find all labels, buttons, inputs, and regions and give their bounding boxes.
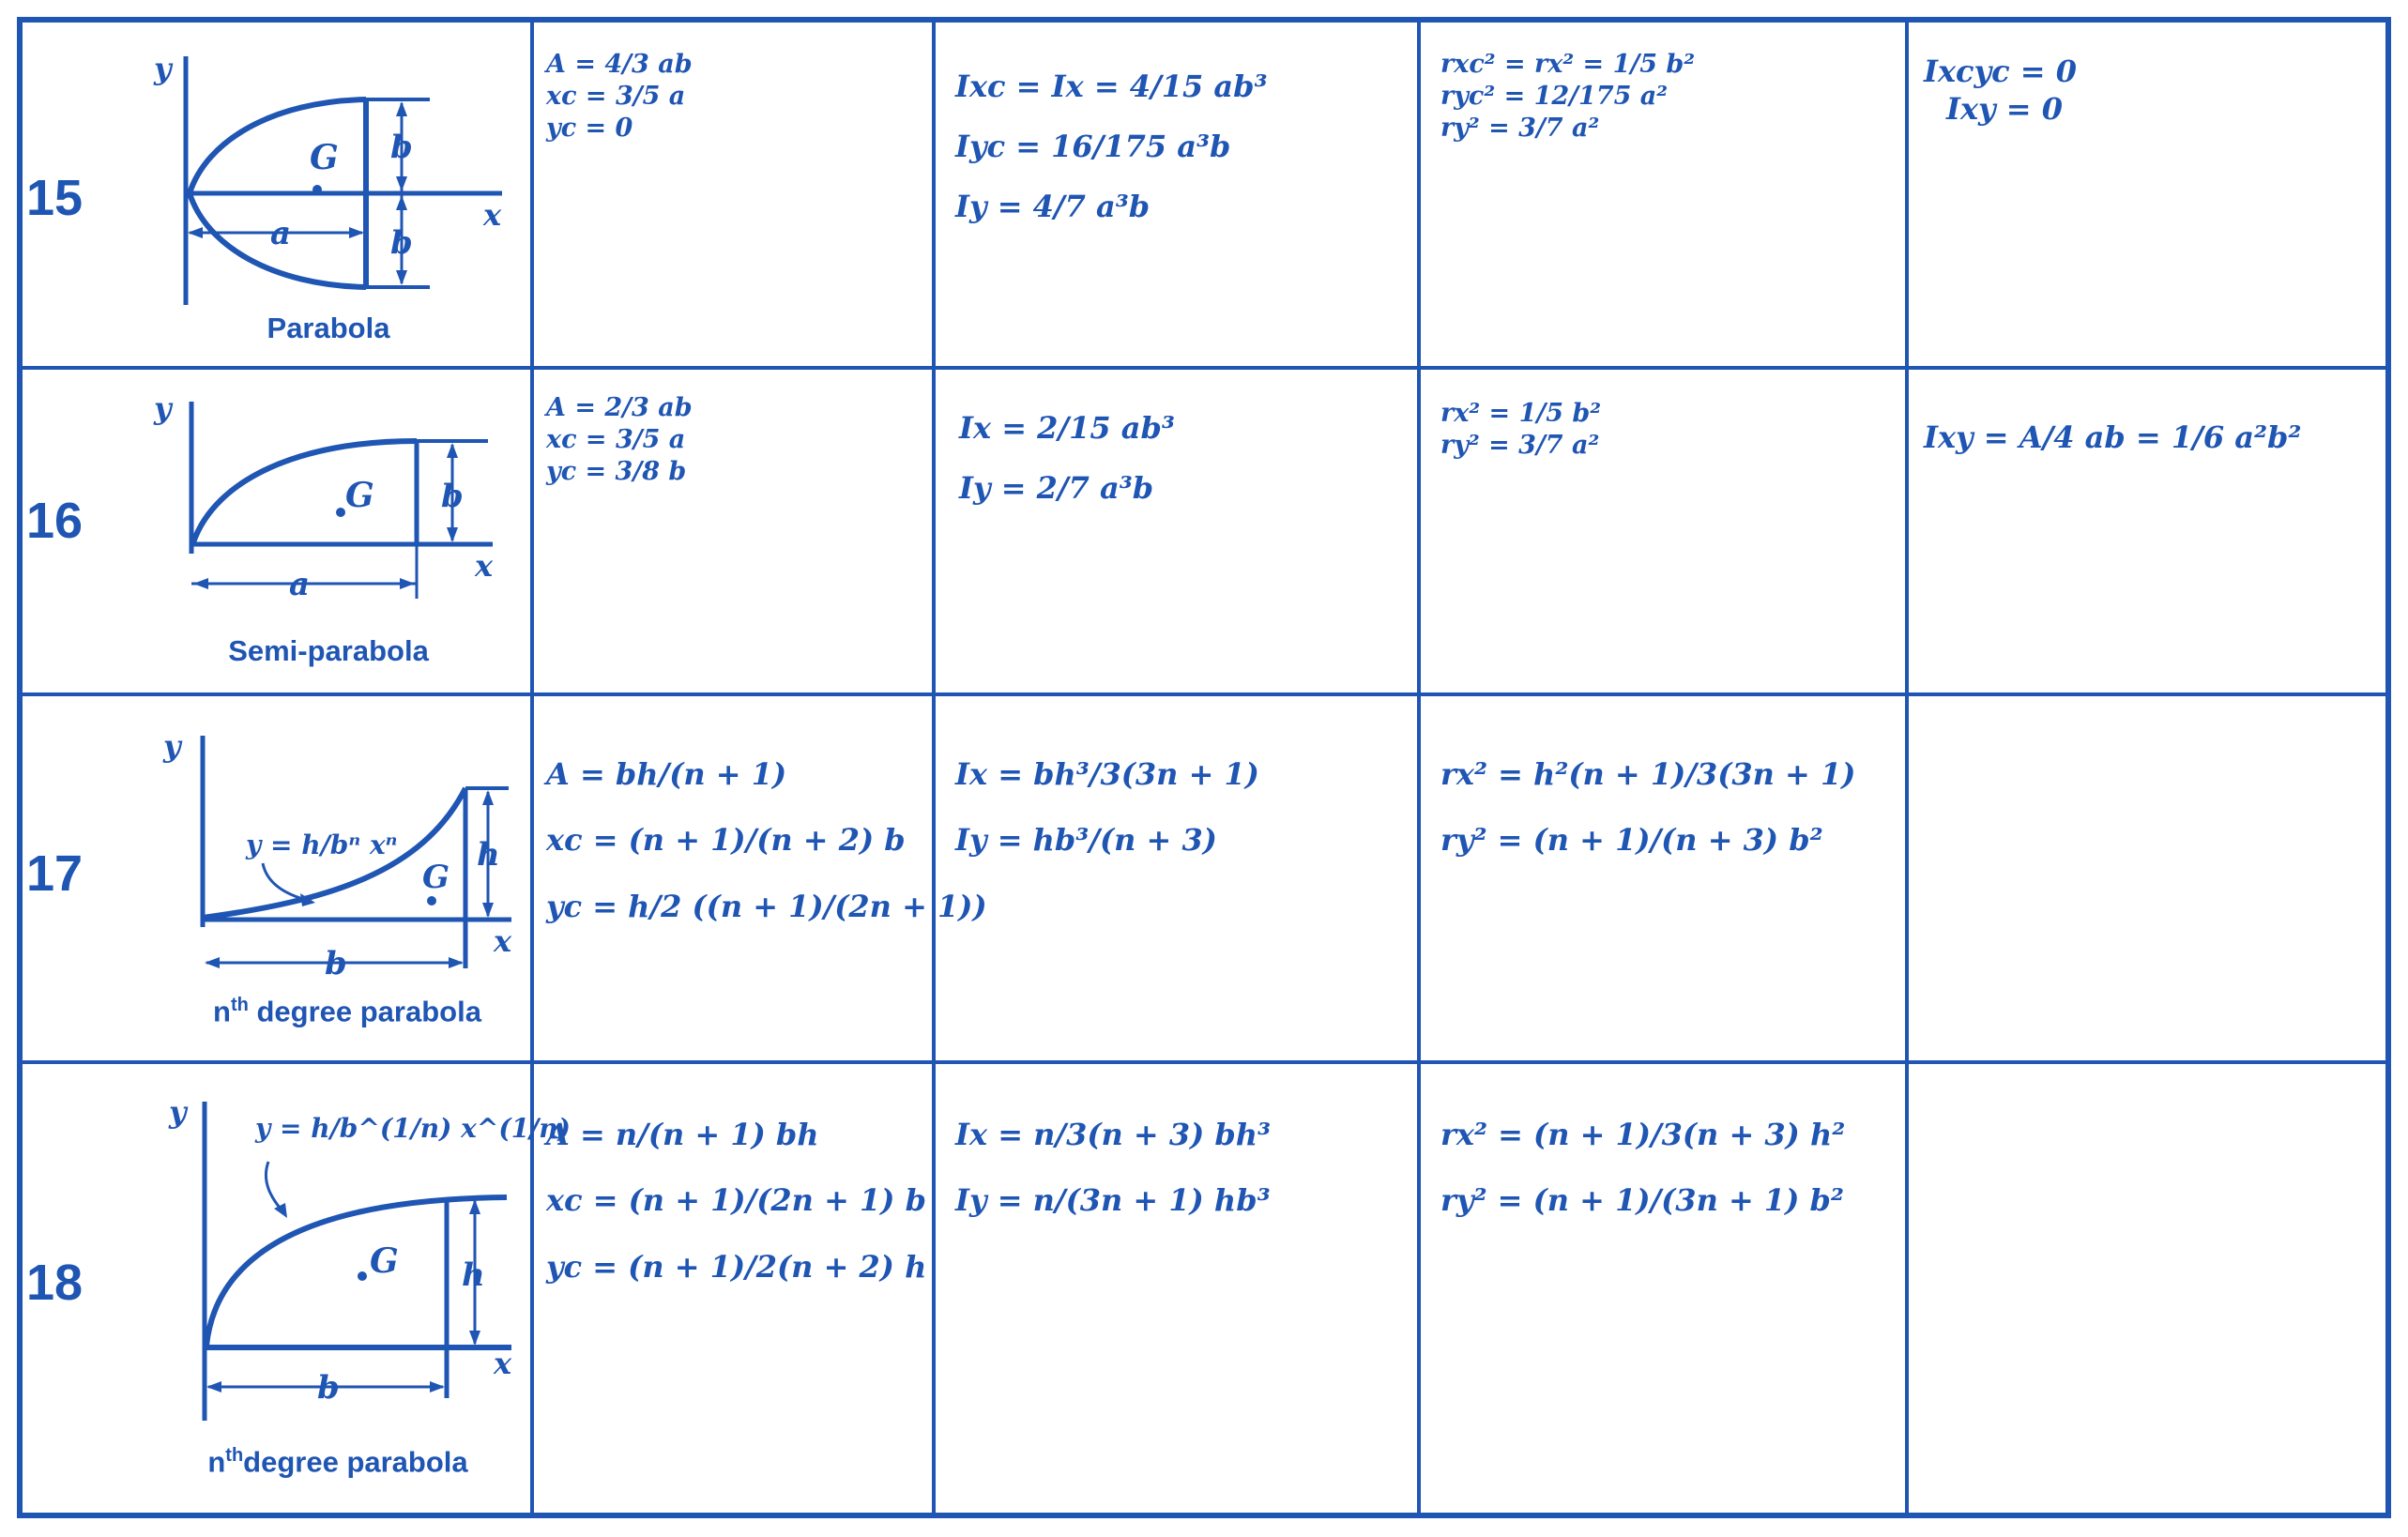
dimension-b-label: b — [441, 478, 464, 515]
yc-formula: yc = 3/8 b — [546, 456, 687, 486]
dimension-b-label: b — [390, 129, 413, 166]
dimension-b-label: b — [390, 224, 413, 262]
xc-formula: xc = (n + 1)/(2n + 1) b — [546, 1182, 926, 1219]
radius-formula: ry² = (n + 1)/(3n + 1) b² — [1440, 1182, 1844, 1219]
dimension-h-label: h — [477, 836, 500, 874]
area-formula: A = 4/3 ab — [546, 50, 693, 79]
row-number-15: 15 — [26, 170, 84, 226]
radius-gyration-cell: rx² = h²(n + 1)/3(3n + 1) ry² = (n + 1)/… — [1440, 741, 1855, 874]
parabola-figure: G y x a b b — [153, 51, 502, 305]
product-inertia-cell: Ixcyc = 0 Ixy = 0 — [1924, 53, 2077, 128]
xc-formula: xc = 3/5 a — [546, 424, 686, 454]
x-axis-label: x — [493, 923, 512, 959]
radius-formula: rxc² = rx² = 1/5 b² — [1440, 50, 1696, 79]
nth-degree-parabola-figure: G y x b h y = h/bⁿ xⁿ — [162, 728, 512, 982]
inertia-formula: Ixc = Ix = 4/15 ab³ — [955, 68, 1268, 104]
yc-formula: yc = h/2 ((n + 1)/(2n + 1)) — [546, 888, 987, 924]
inertia-cell: Ix = 2/15 ab³ Iy = 2/7 a³b — [959, 398, 1175, 518]
dimension-b-label: b — [325, 945, 347, 982]
area-formula: A = bh/(n + 1) — [546, 756, 787, 792]
area-centroid-cell: A = 2/3 ab xc = 3/5 a yc = 3/8 b — [546, 392, 693, 487]
radius-gyration-cell: rx² = 1/5 b² ry² = 3/7 a² — [1440, 398, 1601, 462]
row-number-16: 16 — [26, 493, 84, 549]
product-formula: Ixy = 0 — [1946, 91, 2063, 127]
radius-formula: rx² = (n + 1)/3(n + 3) h² — [1440, 1117, 1846, 1152]
inertia-cell: Ix = n/3(n + 3) bh³ Iy = n/(3n + 1) hb³ — [955, 1102, 1271, 1234]
row-divider — [17, 1060, 2391, 1064]
inertia-formula: Ix = 2/15 ab³ — [959, 410, 1175, 446]
shape-caption: nthdegree parabola — [207, 1445, 468, 1479]
x-axis-label: x — [482, 197, 502, 233]
inertia-formula: Iy = n/(3n + 1) hb³ — [955, 1182, 1271, 1219]
inertia-formula: Ix = n/3(n + 3) bh³ — [955, 1117, 1272, 1152]
area-centroid-cell: A = bh/(n + 1) xc = (n + 1)/(n + 2) b yc… — [546, 741, 987, 939]
yc-formula: yc = 0 — [546, 113, 633, 143]
inertia-formula: Iy = 4/7 a³b — [955, 189, 1151, 224]
dimension-b-label: b — [317, 1369, 340, 1407]
x-axis-label: x — [493, 1346, 512, 1381]
nth-degree-root-parabola-figure: G y x b h y = h/b^(1/n) x^(1/n) — [168, 1094, 571, 1421]
inertia-formula: Iyc = 16/175 a³b — [955, 129, 1231, 164]
radius-formula: rx² = h²(n + 1)/3(3n + 1) — [1440, 756, 1856, 792]
radius-gyration-cell: rx² = (n + 1)/3(n + 3) h² ry² = (n + 1)/… — [1440, 1102, 1845, 1234]
dimension-a-label: a — [289, 566, 310, 603]
curve-equation-label: y = h/b^(1/n) x^(1/n) — [254, 1113, 571, 1144]
product-formula: Ixcyc = 0 — [1924, 53, 2077, 89]
y-axis-label: y — [162, 728, 183, 764]
inertia-formula: Iy = 2/7 a³b — [959, 470, 1154, 506]
y-axis-label: y — [153, 390, 174, 426]
column-divider — [932, 17, 936, 1518]
row-divider — [17, 366, 2391, 370]
area-centroid-cell: A = 4/3 ab xc = 3/5 a yc = 0 — [546, 49, 693, 144]
y-axis-label: y — [153, 51, 174, 86]
yc-formula: yc = (n + 1)/2(n + 2) h — [546, 1248, 927, 1285]
shape-caption: Parabola — [267, 312, 390, 344]
semi-parabola-figure: G y x a b — [153, 390, 494, 603]
centroid-label: G — [345, 476, 374, 515]
shape-caption: Semi-parabola — [228, 634, 429, 667]
inertia-cell: Ixc = Ix = 4/15 ab³ Iyc = 16/175 a³b Iy … — [955, 56, 1268, 236]
column-divider — [1417, 17, 1421, 1518]
centroid-label: G — [370, 1241, 399, 1281]
radius-formula: ryc² = 12/175 a² — [1440, 81, 1669, 111]
row-divider — [17, 692, 2391, 696]
dimension-h-label: h — [462, 1256, 485, 1294]
product-formula: Ixy = A/4 ab = 1/6 a²b² — [1924, 419, 2302, 455]
area-formula: A = n/(n + 1) bh — [546, 1117, 819, 1152]
row-number-18: 18 — [26, 1255, 84, 1311]
inertia-formula: Iy = hb³/(n + 3) — [955, 822, 1217, 859]
product-inertia-cell: Ixy = A/4 ab = 1/6 a²b² — [1924, 418, 2301, 456]
curve-equation-label: y = h/bⁿ xⁿ — [245, 829, 397, 860]
y-axis-label: y — [168, 1094, 189, 1130]
centroid-label: G — [310, 138, 339, 177]
radius-formula: rx² = 1/5 b² — [1440, 399, 1602, 428]
radius-formula: ry² = (n + 1)/(n + 3) b² — [1440, 822, 1823, 859]
column-divider — [530, 17, 534, 1518]
centroid-label: G — [422, 859, 450, 896]
radius-gyration-cell: rxc² = rx² = 1/5 b² ryc² = 12/175 a² ry²… — [1440, 49, 1695, 144]
shape-caption: nth degree parabola — [213, 995, 481, 1028]
column-divider — [1905, 17, 1909, 1518]
inertia-formula: Ix = bh³/3(3n + 1) — [955, 756, 1259, 792]
radius-formula: ry² = 3/7 a² — [1440, 113, 1600, 143]
table-frame — [17, 17, 2391, 1518]
inertia-cell: Ix = bh³/3(3n + 1) Iy = hb³/(n + 3) — [955, 741, 1259, 874]
dimension-a-label: a — [270, 215, 291, 252]
xc-formula: xc = 3/5 a — [546, 81, 686, 111]
area-centroid-cell: A = n/(n + 1) bh xc = (n + 1)/(2n + 1) b… — [546, 1102, 926, 1300]
radius-formula: ry² = 3/7 a² — [1440, 430, 1600, 460]
x-axis-label: x — [474, 548, 494, 584]
row-number-17: 17 — [26, 845, 84, 902]
xc-formula: xc = (n + 1)/(n + 2) b — [546, 822, 906, 859]
area-formula: A = 2/3 ab — [546, 393, 693, 422]
